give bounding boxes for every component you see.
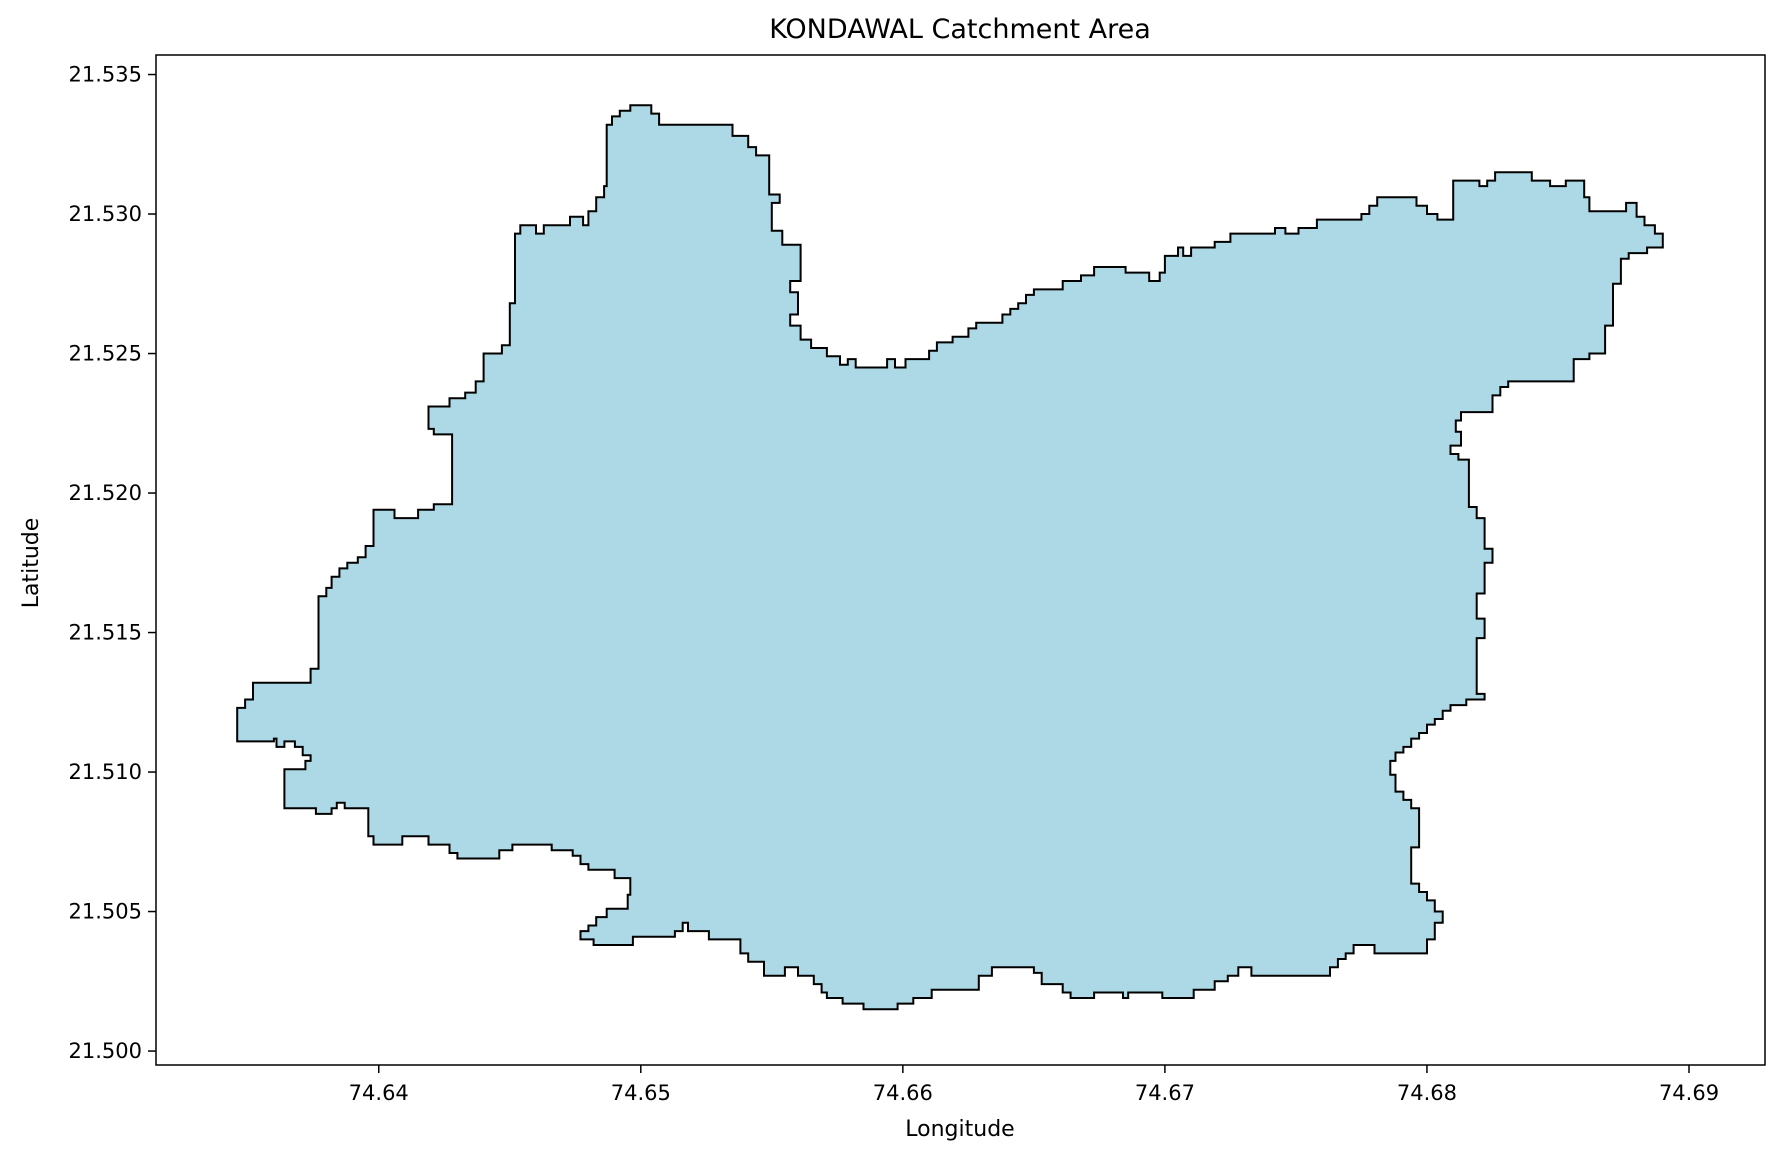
x-tick-label: 74.68 [1397,1081,1457,1105]
x-tick-label: 74.69 [1659,1081,1719,1105]
y-tick-label: 21.530 [69,202,142,226]
x-tick-label: 74.64 [349,1081,409,1105]
y-tick-label: 21.520 [69,481,142,505]
y-tick-label: 21.515 [69,621,142,645]
chart-title: KONDAWAL Catchment Area [769,14,1151,45]
y-tick-label: 21.505 [69,900,142,924]
x-tick-label: 74.67 [1135,1081,1195,1105]
y-axis-label: Latitude [19,518,44,609]
x-axis-ticks: 74.64 74.65 74.66 74.67 74.68 74.69 [349,1065,1719,1105]
catchment-polygon [236,104,1664,1011]
plot-frame [155,54,1766,1066]
y-tick-label: 21.535 [69,63,142,87]
y-tick-label: 21.510 [69,760,142,784]
y-axis-ticks: 21.500 21.505 21.510 21.515 21.520 21.525 21.5… [69,63,156,1063]
plot-area [155,54,1766,1066]
y-tick-label: 21.525 [69,342,142,366]
x-tick-label: 74.66 [873,1081,933,1105]
y-tick-label: 21.500 [69,1039,142,1063]
x-axis-label: Longitude [905,1117,1014,1142]
x-tick-label: 74.65 [611,1081,671,1105]
